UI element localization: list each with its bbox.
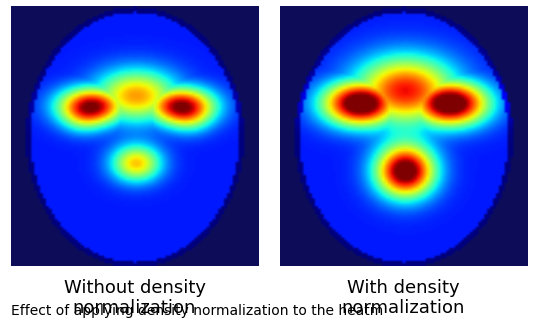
Text: Effect of applying density normalization to the heatm: Effect of applying density normalization… <box>11 304 383 318</box>
Text: With density
normalization: With density normalization <box>342 279 465 318</box>
Text: Without density
normalization: Without density normalization <box>63 279 206 318</box>
